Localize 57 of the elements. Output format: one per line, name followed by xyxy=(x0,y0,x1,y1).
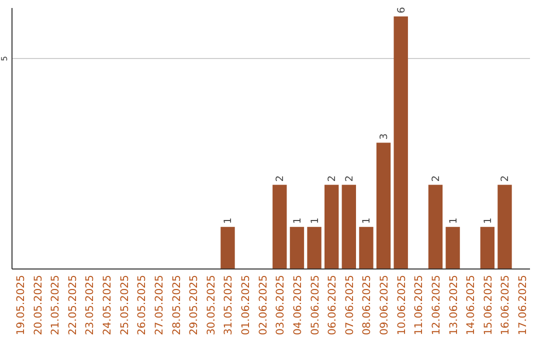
bar xyxy=(428,184,443,269)
x-tick-label: 23.05.2025 xyxy=(84,275,96,336)
data-label: 6 xyxy=(396,7,408,14)
data-label: 2 xyxy=(327,175,338,182)
bar xyxy=(307,226,322,269)
y-tick-label: 5 xyxy=(0,56,9,62)
x-tick-label: 08.06.2025 xyxy=(361,275,374,336)
x-tick-label: 10.06.2025 xyxy=(396,275,408,336)
x-tick-label: 05.06.2025 xyxy=(309,275,322,336)
x-tick-label: 01.06.2025 xyxy=(240,275,252,336)
x-tick-label: 28.05.2025 xyxy=(170,275,183,336)
x-tick-label: 17.06.2025 xyxy=(517,275,530,336)
data-label: 2 xyxy=(500,175,512,182)
x-tick-label: 12.06.2025 xyxy=(430,275,442,336)
x-tick-label: 19.05.2025 xyxy=(14,275,27,336)
x-tick-label: 26.05.2025 xyxy=(136,275,148,336)
bar xyxy=(342,184,356,269)
data-label: 1 xyxy=(223,218,234,224)
x-tick-label: 29.05.2025 xyxy=(188,275,200,336)
x-tick-label: 13.06.2025 xyxy=(448,275,460,336)
bar xyxy=(376,142,391,269)
x-tick-label: 07.06.2025 xyxy=(344,275,356,336)
x-tick-label: 20.05.2025 xyxy=(32,275,44,336)
x-tick-label: 04.06.2025 xyxy=(292,275,304,336)
x-tick-label: 31.05.2025 xyxy=(222,275,235,336)
x-tick-label: 09.06.2025 xyxy=(378,275,391,336)
data-label: 1 xyxy=(292,218,304,224)
bar xyxy=(498,184,512,269)
x-tick-label: 30.05.2025 xyxy=(205,275,218,336)
bar xyxy=(324,184,339,269)
x-tick-label: 11.06.2025 xyxy=(413,275,426,336)
bar xyxy=(446,226,460,269)
x-tick-label: 14.06.2025 xyxy=(465,275,478,336)
x-tick-label: 22.05.2025 xyxy=(66,275,79,336)
bar xyxy=(290,226,304,269)
x-tick-label: 15.06.2025 xyxy=(482,275,494,336)
data-label: 1 xyxy=(362,218,373,224)
data-label: 2 xyxy=(430,175,442,182)
data-label: 1 xyxy=(310,218,321,224)
data-label: 3 xyxy=(379,133,390,140)
data-label: 1 xyxy=(482,218,494,224)
bar xyxy=(394,16,408,269)
data-label: 1 xyxy=(448,218,460,224)
x-tick-label: 27.05.2025 xyxy=(153,275,166,336)
bar xyxy=(480,226,495,269)
data-label: 2 xyxy=(344,175,356,182)
bar xyxy=(220,226,235,269)
data-label: 2 xyxy=(275,175,286,182)
x-tick-label: 21.05.2025 xyxy=(50,275,62,336)
x-tick-label: 24.05.2025 xyxy=(102,275,114,336)
bar xyxy=(359,226,374,269)
x-tick-label: 03.06.2025 xyxy=(274,275,287,336)
x-tick-label: 16.06.2025 xyxy=(500,275,512,336)
bar xyxy=(272,184,287,269)
x-tick-label: 25.05.2025 xyxy=(118,275,131,336)
x-tick-label: 02.06.2025 xyxy=(257,275,270,336)
x-tick-label: 06.06.2025 xyxy=(326,275,339,336)
